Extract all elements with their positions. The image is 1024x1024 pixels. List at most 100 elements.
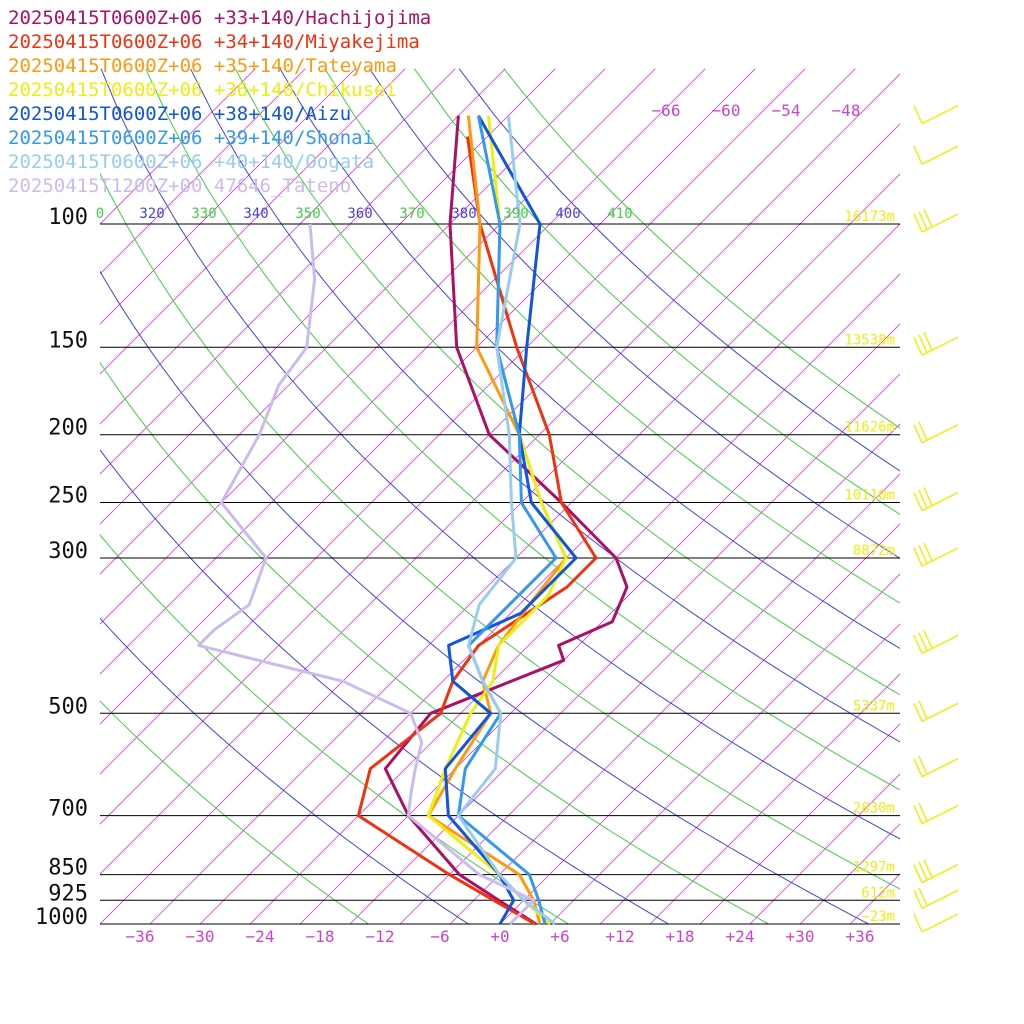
isotherm-line (199, 223, 900, 924)
temperature-tick-label: −24 (246, 927, 275, 946)
wind-barb (913, 104, 959, 125)
temperature-tick-label: +0 (490, 927, 509, 946)
wind-barb (913, 700, 959, 722)
isotherm-line (299, 323, 900, 924)
isotherm-line (100, 68, 506, 475)
wind-barb (913, 887, 959, 909)
wind-barb-feather (923, 331, 933, 351)
wind-barb-feather (913, 805, 923, 824)
isotherm-line (649, 673, 900, 924)
isotherm-line (699, 723, 900, 924)
sounding-line (197, 223, 536, 926)
temperature-tick-label: −36 (126, 927, 155, 946)
legend-entry: 20250415T0600Z+06 +36+140/Chikusei (8, 79, 397, 101)
pressure-tick-label: 1000 (35, 905, 88, 930)
wind-barb-feather (918, 421, 928, 441)
dry-adiabat-line (145, 68, 900, 791)
pressure-tick-label: 700 (48, 797, 88, 822)
legend-entry: 20250415T0600Z+06 +39+140/Shonai (8, 127, 375, 149)
wind-barb-shaft (921, 634, 959, 655)
wind-barb-feather (913, 889, 923, 909)
temperature-tick-label: +12 (606, 927, 635, 946)
wind-barb (913, 755, 959, 778)
wind-barb-feather (918, 211, 928, 230)
sounding-line (356, 136, 598, 926)
theta-label: 320 (139, 206, 164, 222)
temperature-tick-label: +36 (846, 927, 875, 946)
isotherm-line (100, 123, 900, 924)
temperature-tick-label: −18 (306, 927, 335, 946)
wind-barb-feather (913, 635, 923, 654)
wind-barb-feather (913, 336, 923, 356)
wind-barb-feather (913, 547, 923, 567)
legend-entry: 20250415T0600Z+06 +34+140/Miyakejima (8, 31, 420, 53)
theta-label: 330 (191, 206, 216, 222)
wind-barb (913, 802, 959, 825)
wind-barb-feather (913, 213, 923, 233)
wind-barb-feather (918, 755, 928, 775)
theta-label: 340 (243, 206, 268, 222)
wind-barb-feather (923, 487, 933, 506)
isotherm-top-label: −66 (652, 101, 681, 120)
height-label: 612m (861, 885, 895, 901)
height-label: 11626m (844, 420, 895, 436)
isotherm-top-label: −54 (772, 101, 801, 120)
wind-barbs (913, 104, 959, 933)
wind-barb-shaft (921, 424, 959, 444)
legend-entry: 20250415T0600Z+06 +40+140/Oogata (8, 151, 375, 173)
height-label: 8872m (853, 543, 895, 559)
wind-barb (913, 421, 959, 444)
wind-barb-shaft (921, 702, 959, 722)
wind-barb-shaft (921, 758, 959, 778)
sounding-series (197, 114, 629, 926)
wind-barb-feather (913, 105, 923, 124)
height-label: 1297m (853, 860, 895, 876)
wind-barb-shaft (921, 213, 959, 233)
temperature-tick-label: +24 (726, 927, 755, 946)
isotherm-line (100, 68, 756, 725)
temperature-tick-label: −30 (186, 927, 215, 946)
theta-label: 380 (451, 206, 476, 222)
dry-adiabat-line (234, 68, 900, 696)
legend-entry: 20250415T0600Z+06 +35+140/Tateyama (8, 55, 397, 77)
legend-entry: 20250415T0600Z+06 +38+140/Aizu (8, 103, 352, 125)
temperature-tick-label: −12 (366, 927, 395, 946)
theta-label: 350 (295, 206, 320, 222)
dry-adiabat-line (100, 270, 870, 924)
wind-barb-shaft (921, 104, 959, 125)
dry-adiabat-line (100, 449, 670, 924)
wind-barb-feather (913, 913, 923, 933)
wind-barb (913, 542, 959, 567)
isotherm-line (100, 68, 656, 625)
dry-adiabat-line (100, 700, 370, 924)
isotherm-line (100, 73, 900, 875)
sounding-line (456, 115, 556, 926)
wind-barb-feather (913, 424, 923, 444)
height-label: 13538m (844, 332, 895, 348)
temperature-tick-label: +6 (550, 927, 569, 946)
wind-barb-shaft (921, 491, 959, 512)
dry-adiabat-line (100, 534, 570, 924)
isotherm-line (100, 68, 556, 525)
wind-barb-shaft (921, 804, 959, 825)
isotherm-line (100, 68, 456, 425)
isotherm-line (399, 423, 900, 924)
dry-adiabat-line (190, 68, 900, 743)
isotherm-line (100, 68, 706, 675)
pressure-tick-label: 300 (48, 539, 88, 564)
wind-barb-feather (913, 492, 923, 511)
wind-barb-feather (918, 489, 928, 509)
height-label: 2830m (853, 801, 895, 817)
dry-adiabat-line (324, 68, 900, 604)
temperature-tick-label: +30 (786, 927, 815, 946)
sounding-line (383, 115, 629, 926)
height-label: 10110m (844, 488, 895, 504)
sounding-line (443, 114, 578, 925)
pressure-tick-label: 850 (48, 856, 88, 881)
wind-barb-feather (913, 758, 923, 778)
dry-adiabat-line (100, 617, 470, 924)
dry-adiabat-line (100, 361, 770, 924)
dry-adiabat-line (100, 172, 900, 890)
theta-label: 410 (607, 206, 632, 222)
